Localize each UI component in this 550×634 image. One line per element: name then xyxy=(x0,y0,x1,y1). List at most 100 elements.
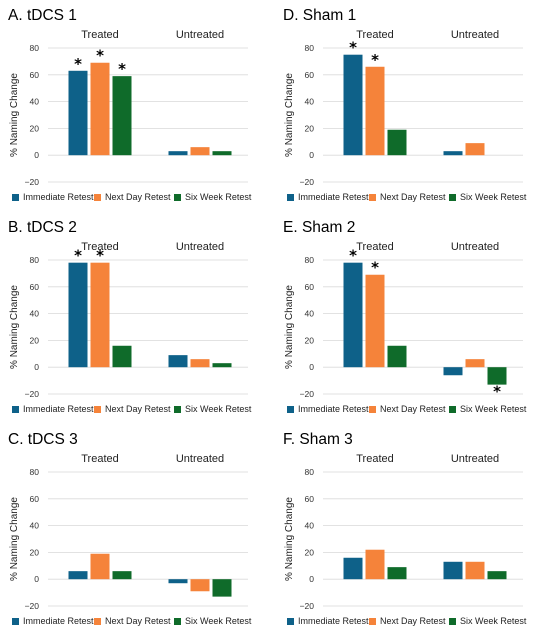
y-tick-label: 60 xyxy=(305,494,315,504)
y-tick-label: 20 xyxy=(30,123,40,133)
y-tick-label: −20 xyxy=(25,389,40,399)
bar xyxy=(343,54,363,156)
chart-title: F. Sham 3 xyxy=(283,431,353,448)
chart-title: E. Sham 2 xyxy=(283,219,355,236)
legend-swatch xyxy=(12,406,19,413)
y-tick-label: −20 xyxy=(300,177,315,187)
y-axis-label: % Naming Change xyxy=(284,285,295,369)
chart-title: B. tDCS 2 xyxy=(8,219,77,236)
legend-label: Six Week Retest xyxy=(460,616,527,626)
category-label: Treated xyxy=(81,241,119,253)
y-tick-label: 80 xyxy=(305,255,315,265)
bar xyxy=(168,579,188,584)
y-tick-label: 80 xyxy=(30,43,40,53)
legend-label: Six Week Retest xyxy=(185,404,252,414)
bar xyxy=(112,345,132,368)
legend-label: Immediate Retest xyxy=(298,192,369,202)
legend-label: Six Week Retest xyxy=(185,616,252,626)
significance-star: * xyxy=(118,60,126,78)
bar xyxy=(387,567,407,580)
y-tick-label: −20 xyxy=(25,601,40,611)
y-tick-label: 40 xyxy=(30,309,40,319)
legend-swatch xyxy=(449,194,456,201)
significance-star: * xyxy=(74,55,82,73)
category-label: Treated xyxy=(81,29,119,41)
y-tick-label: 20 xyxy=(305,123,315,133)
significance-star: * xyxy=(74,247,82,265)
legend-label: Immediate Retest xyxy=(298,616,369,626)
category-label: Treated xyxy=(356,453,394,465)
y-tick-label: 0 xyxy=(309,362,314,372)
y-tick-label: 40 xyxy=(30,521,40,531)
y-tick-label: 0 xyxy=(34,362,39,372)
legend-label: Next Day Retest xyxy=(105,616,171,626)
bar xyxy=(68,262,88,368)
bar xyxy=(212,151,232,156)
bar xyxy=(212,363,232,368)
bar xyxy=(168,355,188,368)
legend-swatch xyxy=(287,406,294,413)
legend-label: Immediate Retest xyxy=(23,192,94,202)
bar xyxy=(387,345,407,368)
legend-swatch xyxy=(369,406,376,413)
bar xyxy=(365,549,385,580)
y-tick-label: 60 xyxy=(305,70,315,80)
legend-swatch xyxy=(174,406,181,413)
legend-label: Six Week Retest xyxy=(185,192,252,202)
category-label: Untreated xyxy=(451,241,499,253)
y-tick-label: 80 xyxy=(30,467,40,477)
significance-star: * xyxy=(349,247,357,265)
chart-panel: A. tDCS 1 Treated Untreated 80 60 40 20 0 −20 % N… xyxy=(8,7,252,202)
legend-swatch xyxy=(174,194,181,201)
legend-label: Six Week Retest xyxy=(460,404,527,414)
category-label: Untreated xyxy=(176,29,224,41)
legend-swatch xyxy=(449,618,456,625)
bar xyxy=(112,571,132,580)
y-tick-label: 20 xyxy=(305,335,315,345)
significance-star: * xyxy=(371,51,379,69)
bar xyxy=(465,359,485,368)
y-tick-label: 20 xyxy=(305,547,315,557)
y-tick-label: 0 xyxy=(309,150,314,160)
bar xyxy=(443,561,463,580)
chart-title: C. tDCS 3 xyxy=(8,431,78,448)
legend-swatch xyxy=(369,618,376,625)
category-label: Treated xyxy=(356,29,394,41)
y-tick-label: 40 xyxy=(305,309,315,319)
y-tick-label: 80 xyxy=(305,467,315,477)
chart-title: D. Sham 1 xyxy=(283,7,356,24)
category-label: Untreated xyxy=(451,29,499,41)
bar xyxy=(387,129,407,156)
y-axis-label: % Naming Change xyxy=(9,73,20,157)
bar xyxy=(465,561,485,580)
bar xyxy=(465,143,485,156)
y-tick-label: 20 xyxy=(30,547,40,557)
category-label: Untreated xyxy=(451,453,499,465)
y-tick-label: −20 xyxy=(300,601,315,611)
chart-title: A. tDCS 1 xyxy=(8,7,77,24)
significance-star: * xyxy=(371,259,379,277)
bar xyxy=(190,579,210,592)
bar xyxy=(68,70,88,156)
legend-label: Immediate Retest xyxy=(23,616,94,626)
legend-swatch xyxy=(94,618,101,625)
y-tick-label: −20 xyxy=(300,389,315,399)
legend-label: Next Day Retest xyxy=(105,404,171,414)
significance-star: * xyxy=(349,39,357,57)
y-tick-label: 20 xyxy=(30,335,40,345)
legend-swatch xyxy=(287,618,294,625)
y-tick-label: 80 xyxy=(30,255,40,265)
bar xyxy=(90,62,110,156)
category-label: Untreated xyxy=(176,241,224,253)
legend-swatch xyxy=(94,406,101,413)
category-label: Treated xyxy=(81,453,119,465)
bar xyxy=(487,571,507,580)
category-label: Untreated xyxy=(176,453,224,465)
chart-panel: B. tDCS 2 Treated Untreated 80 60 40 20 0 −20 % N… xyxy=(8,219,252,414)
bar xyxy=(90,553,110,580)
bar xyxy=(212,579,232,597)
significance-star: * xyxy=(96,47,104,65)
y-axis-label: % Naming Change xyxy=(284,497,295,581)
